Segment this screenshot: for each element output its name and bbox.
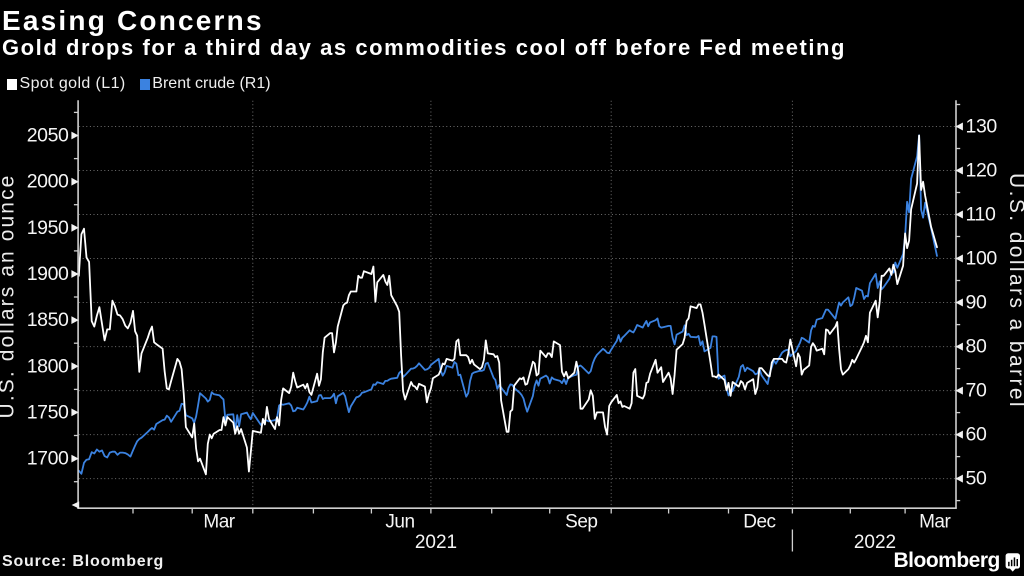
svg-text:50: 50 [966,468,987,490]
svg-text:1800: 1800 [27,355,69,377]
svg-text:110: 110 [966,204,996,226]
svg-text:1700: 1700 [27,448,69,470]
svg-text:130: 130 [966,116,998,138]
svg-text:Jun: Jun [385,511,414,532]
svg-text:1850: 1850 [27,309,69,331]
svg-text:2050: 2050 [27,125,69,147]
svg-text:70: 70 [966,380,987,402]
svg-text:100: 100 [966,248,998,270]
svg-text:1750: 1750 [27,401,69,423]
svg-text:2000: 2000 [27,171,69,193]
svg-text:U.S. dollars a barrel: U.S. dollars a barrel [1005,173,1024,409]
svg-text:2021: 2021 [415,532,457,553]
svg-text:Dec: Dec [743,511,775,532]
svg-text:80: 80 [966,336,987,358]
svg-text:90: 90 [966,292,987,314]
svg-text:1950: 1950 [27,217,69,239]
svg-text:Mar: Mar [203,511,235,532]
svg-text:1900: 1900 [27,263,69,285]
svg-text:120: 120 [966,160,998,182]
svg-text:60: 60 [966,424,987,446]
svg-text:U.S. dollars an ounce: U.S. dollars an ounce [0,174,19,419]
svg-text:2022: 2022 [854,532,896,553]
svg-text:Sep: Sep [565,511,597,532]
svg-text:Mar: Mar [919,511,951,532]
